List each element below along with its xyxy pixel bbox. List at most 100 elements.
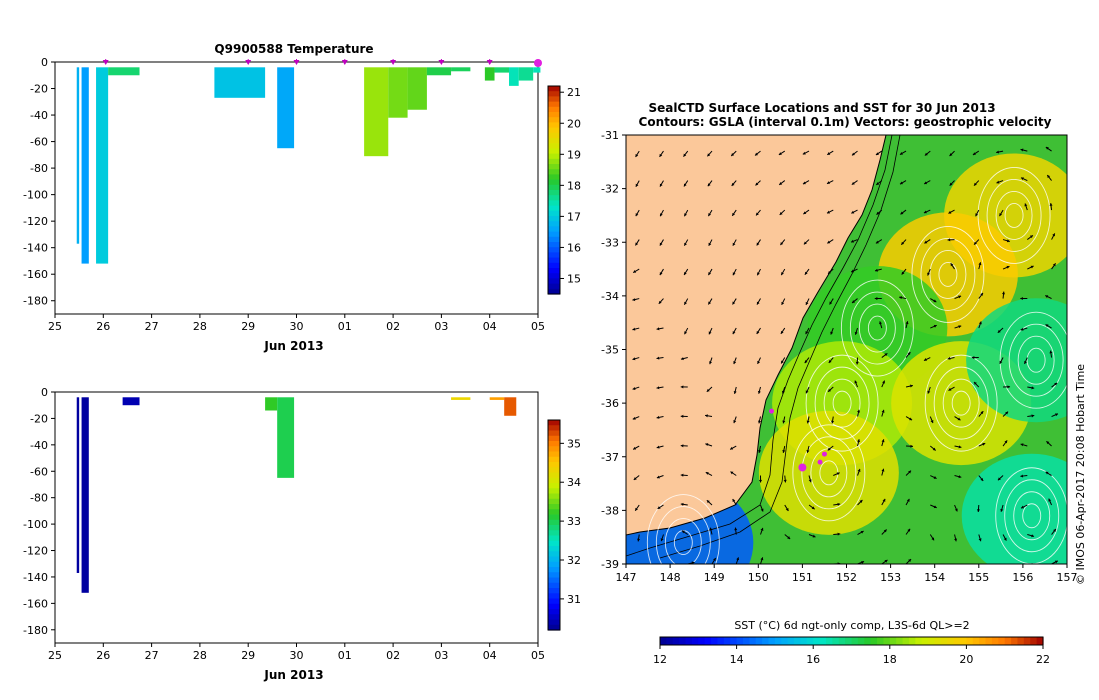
colorbar-segment xyxy=(666,637,674,645)
velocity-arrowhead xyxy=(854,380,858,384)
velocity-arrowhead xyxy=(778,152,782,155)
velocity-arrowhead xyxy=(831,420,835,424)
velocity-arrowhead xyxy=(958,475,962,479)
velocity-vector xyxy=(930,563,931,564)
colorbar-segment xyxy=(548,514,560,521)
colorbar-tick-label: 33 xyxy=(567,515,581,528)
x-tick-label: 27 xyxy=(145,320,159,333)
x-tick-label: 03 xyxy=(434,320,448,333)
velocity-arrowhead xyxy=(958,325,962,329)
velocity-arrowhead xyxy=(828,270,832,274)
velocity-arrowhead xyxy=(659,242,663,246)
lon-tick-label: 156 xyxy=(1012,571,1033,584)
velocity-arrowhead xyxy=(1005,411,1009,415)
velocity-arrowhead xyxy=(659,272,663,276)
colorbar-frame xyxy=(659,636,1044,646)
velocity-arrowhead xyxy=(855,361,859,365)
colorbar-tick-label: 34 xyxy=(567,476,581,489)
velocity-arrowhead xyxy=(680,414,684,418)
colorbar-segment xyxy=(548,216,560,222)
temperature-colorbar: 15 16 17 18 19 20 21 xyxy=(547,85,581,295)
gsla-contour xyxy=(929,249,967,299)
profile-bar xyxy=(484,67,495,81)
lat-tick-label: -37 xyxy=(601,451,619,464)
sst-patch xyxy=(758,410,899,535)
profile-marker xyxy=(341,60,348,65)
profile-bar xyxy=(388,67,408,118)
velocity-arrowhead xyxy=(1020,148,1024,152)
profile-bar xyxy=(509,67,519,86)
lon-tick-label: 157 xyxy=(1057,571,1078,584)
velocity-arrowhead xyxy=(1024,360,1027,364)
colorbar-segment xyxy=(548,164,560,170)
velocity-arrowhead xyxy=(633,269,637,273)
colorbar-segment xyxy=(548,273,560,279)
x-tick-label: 01 xyxy=(338,320,352,333)
velocity-arrowhead xyxy=(756,212,759,216)
velocity-arrowhead xyxy=(1003,537,1007,541)
colorbar-tick-label: 12 xyxy=(653,653,667,666)
velocity-arrowhead xyxy=(882,380,885,384)
sst-colorbar: 12 14 16 18 20 22 xyxy=(653,636,1050,666)
colorbar-segment xyxy=(548,519,560,526)
velocity-arrowhead xyxy=(708,301,712,305)
velocity-arrowhead xyxy=(931,567,934,570)
x-tick-label: 30 xyxy=(290,649,304,662)
seal-location xyxy=(821,451,827,457)
velocity-arrowhead xyxy=(996,150,1000,154)
velocity-arrowhead xyxy=(756,242,760,246)
y-tick-label: -100 xyxy=(23,189,48,202)
velocity-arrowhead xyxy=(908,559,912,563)
y-tick-label: -100 xyxy=(23,518,48,531)
gsla-contour xyxy=(920,237,976,311)
colorbar-segment xyxy=(908,637,916,645)
velocity-arrowhead xyxy=(639,568,642,571)
velocity-arrowhead xyxy=(709,527,713,531)
colorbar-segment xyxy=(548,446,560,453)
profile-bar xyxy=(407,67,427,110)
velocity-arrowhead xyxy=(958,445,962,449)
map-subtitle: Contours: GSLA (interval 0.1m) Vectors: … xyxy=(639,115,1052,129)
velocity-arrowhead xyxy=(811,506,815,510)
velocity-arrowhead xyxy=(680,357,684,361)
salinity-plot-frame xyxy=(54,391,539,644)
gsla-contour xyxy=(664,518,702,564)
velocity-arrowhead xyxy=(874,297,878,301)
colorbar-tick-label: 21 xyxy=(567,86,581,99)
velocity-arrowhead xyxy=(632,327,636,331)
colorbar-segment xyxy=(972,637,980,645)
gsla-contour xyxy=(1008,323,1064,397)
colorbar-segment xyxy=(548,619,560,626)
velocity-arrowhead xyxy=(785,507,789,511)
velocity-arrowhead xyxy=(1021,505,1025,509)
profile-bar xyxy=(122,397,140,406)
gsla-contour xyxy=(1026,347,1046,373)
profile-bar xyxy=(76,67,80,244)
gsla-contour xyxy=(801,436,857,510)
velocity-arrowhead xyxy=(972,152,976,155)
colorbar-segment xyxy=(921,637,929,645)
colorbar-segment xyxy=(548,242,560,248)
velocity-arrowhead xyxy=(860,530,864,534)
velocity-arrowhead xyxy=(803,241,807,245)
velocity-arrowhead xyxy=(781,360,784,364)
velocity-arrowhead xyxy=(933,476,937,479)
profile-bar xyxy=(451,67,471,72)
velocity-arrowhead xyxy=(760,527,764,531)
velocity-arrowhead xyxy=(948,387,952,391)
colorbar-segment xyxy=(548,205,560,212)
colorbar-segment xyxy=(548,138,560,144)
x-tick-label: 30 xyxy=(290,320,304,333)
bathymetry-line-shelf xyxy=(626,135,893,557)
lon-tick-label: 147 xyxy=(616,571,637,584)
x-tick-label: 05 xyxy=(531,649,545,662)
velocity-arrowhead xyxy=(1045,324,1049,328)
colorbar-segment xyxy=(548,288,560,295)
velocity-arrowhead xyxy=(730,446,734,450)
y-tick-label: -180 xyxy=(23,295,48,308)
velocity-arrowhead xyxy=(731,153,735,156)
velocity-arrowhead xyxy=(828,359,832,363)
velocity-arrowhead xyxy=(949,182,953,186)
credit-text: © IMOS 06-Apr-2017 20:08 Hobart Time xyxy=(1074,364,1087,585)
